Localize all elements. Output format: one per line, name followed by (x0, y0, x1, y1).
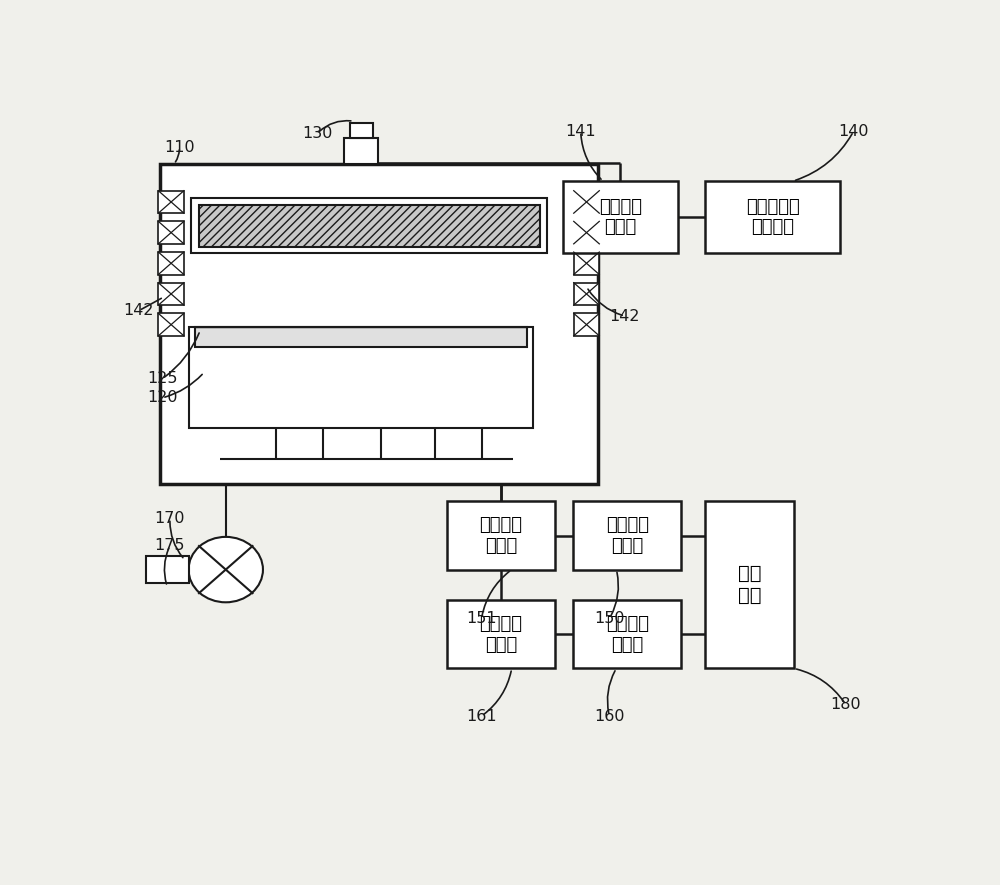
Text: 控制
单元: 控制 单元 (738, 565, 761, 605)
FancyBboxPatch shape (195, 327, 527, 348)
Text: 151: 151 (466, 612, 497, 627)
FancyBboxPatch shape (344, 138, 378, 164)
FancyBboxPatch shape (447, 600, 555, 668)
Text: 第一偏置
功率源: 第一偏置 功率源 (606, 516, 649, 555)
FancyBboxPatch shape (158, 190, 184, 213)
Text: 第一射频
匹配器: 第一射频 匹配器 (479, 516, 522, 555)
Text: 140: 140 (838, 124, 869, 139)
FancyBboxPatch shape (573, 600, 681, 668)
FancyBboxPatch shape (158, 252, 184, 274)
FancyBboxPatch shape (574, 221, 599, 244)
Text: 第二偏置
功率源: 第二偏置 功率源 (606, 615, 649, 654)
Text: 第二射频
匹配器: 第二射频 匹配器 (479, 615, 522, 654)
FancyBboxPatch shape (705, 502, 794, 668)
FancyBboxPatch shape (705, 181, 840, 253)
Text: 142: 142 (610, 309, 640, 324)
FancyBboxPatch shape (199, 205, 540, 247)
Text: 142: 142 (124, 304, 154, 318)
Text: 160: 160 (594, 709, 625, 724)
Text: 180: 180 (830, 697, 861, 712)
FancyBboxPatch shape (158, 221, 184, 244)
Text: 130: 130 (302, 126, 332, 141)
Text: 150: 150 (594, 612, 625, 627)
Text: 141: 141 (565, 124, 596, 139)
Circle shape (189, 537, 263, 603)
Text: 110: 110 (164, 140, 195, 155)
FancyBboxPatch shape (573, 502, 681, 570)
Text: 170: 170 (155, 511, 185, 526)
FancyBboxPatch shape (158, 282, 184, 305)
FancyBboxPatch shape (574, 313, 599, 335)
Text: 电感耦合射
频功率源: 电感耦合射 频功率源 (746, 197, 799, 236)
FancyBboxPatch shape (447, 502, 555, 570)
FancyBboxPatch shape (574, 190, 599, 213)
FancyBboxPatch shape (350, 123, 373, 138)
Text: 第三射频
匹配器: 第三射频 匹配器 (599, 197, 642, 236)
FancyBboxPatch shape (191, 198, 547, 253)
Text: 120: 120 (147, 390, 177, 405)
Text: 161: 161 (466, 709, 497, 724)
FancyBboxPatch shape (563, 181, 678, 253)
FancyBboxPatch shape (574, 252, 599, 274)
FancyBboxPatch shape (146, 556, 189, 583)
Text: 125: 125 (147, 372, 177, 386)
Text: 175: 175 (155, 538, 185, 553)
FancyBboxPatch shape (160, 164, 598, 484)
FancyBboxPatch shape (158, 313, 184, 335)
FancyBboxPatch shape (189, 327, 533, 427)
FancyBboxPatch shape (574, 282, 599, 305)
